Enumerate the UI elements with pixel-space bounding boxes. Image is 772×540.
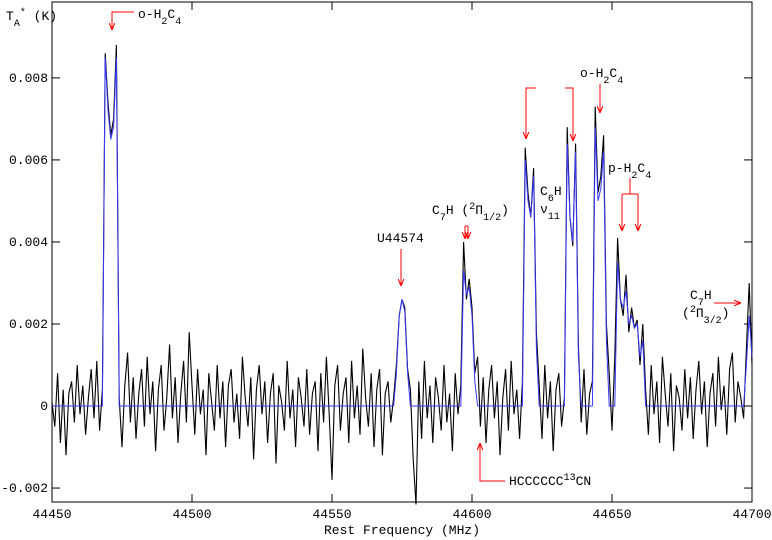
text-part: 13 [564,473,576,484]
text-part: ν [540,202,548,217]
annotation: o-H2C4 [138,7,181,28]
text-part: 1/2 [483,212,501,224]
text-part: ( [682,306,690,321]
text-part: A [14,19,20,30]
text-part: * [20,7,26,19]
text-part: C [609,66,617,81]
text-part: p-H [608,161,631,176]
text-part: 7 [440,213,446,224]
annotation-arrow [112,11,134,30]
text-part: 7 [698,298,704,309]
annotation: C7H [690,288,712,309]
annotation: HCCCCCC13CN [509,473,591,490]
text-part: 2 [690,305,696,316]
annotation: ν11 [540,202,560,223]
x-tick-label: 44500 [172,507,211,522]
annotation: C7H (2Π1/2) [432,202,509,224]
text-part: 2 [631,171,637,182]
annotation: p-H2C4 [608,161,651,182]
plot-frame [51,1,753,503]
y-tick-label: 0 [40,399,48,414]
text-part: 2 [161,17,167,28]
text-part: (K) [26,9,57,24]
text-part: C [690,288,698,303]
annotation: o-H2C4 [580,66,623,87]
text-part: C [637,161,645,176]
x-axis-label: Rest Frequency (MHz) [324,523,480,538]
text-part: HCCCCCC [509,474,564,489]
spectrum-line [52,57,753,407]
text-part: 2 [469,202,475,213]
annotation-arrow [480,443,505,482]
text-part: 4 [175,17,181,28]
text-part: C [432,203,440,218]
text-part: 6 [548,194,554,205]
text-part: ) [501,203,509,218]
annotation: C6H [540,184,562,205]
x-tick-label: 44650 [592,507,631,522]
text-part: Π [696,306,704,321]
annotation-arrow [526,87,536,139]
y-tick-label: 0.004 [9,235,48,250]
x-tick-label: 44700 [732,507,771,522]
text-part: 3/2 [704,315,722,327]
text-part: 2 [603,76,609,87]
text-part: H [704,288,712,303]
text-part: o-H [138,7,161,22]
annotation: U44574 [377,231,424,246]
text-part: C [540,184,548,199]
text-part: ) [722,306,730,321]
x-tick-label: 44550 [312,507,351,522]
text-part: 11 [548,212,560,223]
y-axis-label: TA* (K) [6,7,57,30]
text-part: 4 [617,76,623,87]
y-tick-label: -0.002 [1,481,48,496]
x-tick-label: 44600 [452,507,491,522]
text-part: U44574 [377,231,424,246]
text-part: o-H [580,66,603,81]
y-tick-label: 0.008 [9,71,48,86]
annotation: (2Π3/2) [682,305,729,327]
text-part: C [167,7,175,22]
text-part: H [554,184,562,199]
y-tick-label: 0.002 [9,317,48,332]
text-part: 4 [645,171,651,182]
text-part: Π [475,203,483,218]
spectrum-line [51,45,753,505]
text-part: H ( [446,203,469,218]
y-tick-label: 0.006 [9,153,48,168]
x-tick-label: 44450 [32,507,71,522]
text-part: T [6,9,14,24]
annotation-arrow [565,87,573,141]
text-part: CN [576,474,592,489]
